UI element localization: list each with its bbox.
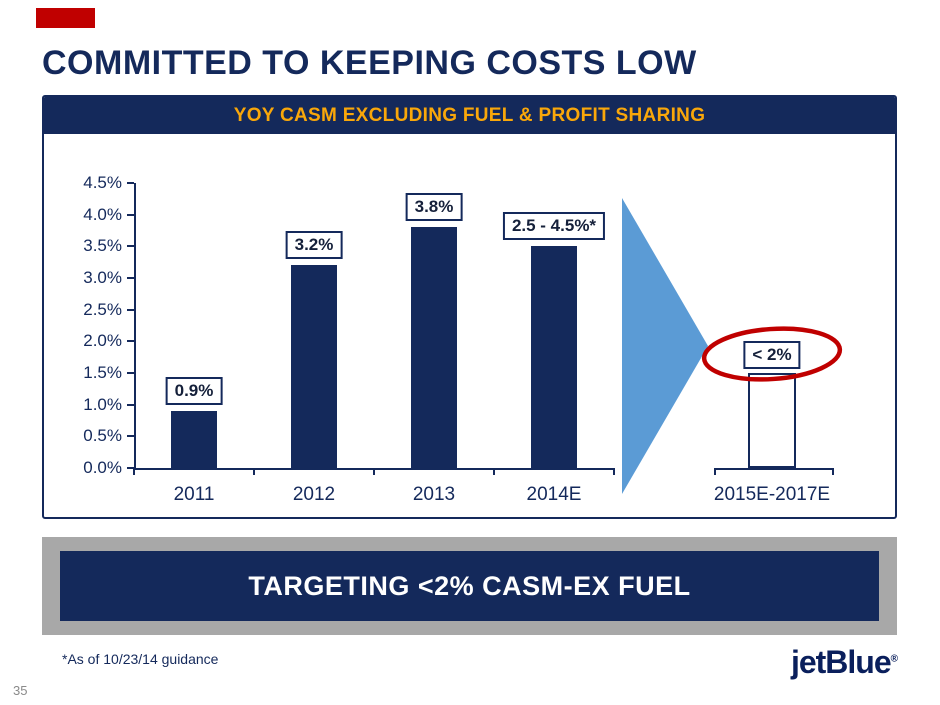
y-axis-label: 4.5% [83,173,122,192]
y-axis-tick [127,467,134,469]
x-axis-label: 2014E [526,484,582,505]
y-axis-label: 2.5% [83,299,122,319]
target-axis-line [715,468,833,470]
bar-2011 [171,411,217,468]
y-axis-tick [127,308,134,311]
bar-value-label: 0.9% [165,377,223,405]
x-axis-label: 2015E-2017E [713,484,831,505]
y-axis-label: 0.0% [83,458,122,477]
chart-title: YOY CASM EXCLUDING FUEL & PROFIT SHARING [44,97,895,134]
y-axis-tick [127,277,134,279]
red-circle-annotation-icon [701,326,843,382]
x-axis-tick [714,468,716,475]
forward-arrow-icon [622,198,708,494]
y-axis-label: 2.0% [83,331,122,351]
x-axis-label: 2012 [292,484,336,505]
y-axis-tick [127,182,134,184]
bar-value-label: 3.2% [285,231,343,260]
logo-registered-mark: ® [890,653,898,665]
y-axis-tick [127,245,134,248]
red-accent-bar [36,8,95,28]
y-axis-label: 1.5% [83,363,122,382]
target-bar [748,373,796,468]
chart-panel: YOY CASM EXCLUDING FUEL & PROFIT SHARING… [42,95,897,519]
y-axis-tick [127,340,134,343]
x-axis-tick [133,468,135,475]
target-banner: TARGETING <2% CASM-EX FUEL [42,537,897,635]
logo-text: jetBlue [790,644,892,680]
target-banner-text: TARGETING <2% CASM-EX FUEL [60,551,879,621]
jetblue-logo: jetBlue® [791,644,898,681]
bar-value-label: 3.8% [405,193,463,222]
bar-2012 [291,265,337,468]
y-axis-tick [127,435,134,438]
y-axis-tick [127,213,134,216]
x-axis-tick [832,468,834,475]
y-axis-line [134,183,136,470]
y-axis-label: 0.5% [83,426,122,446]
x-axis-tick [373,468,375,475]
footnote: *As of 10/23/14 guidance [62,651,219,667]
y-axis-label: 4.0% [83,204,122,224]
page-number: 35 [13,683,28,698]
y-axis-label: 3.0% [83,268,122,287]
y-axis-tick [127,403,134,406]
x-axis-tick [253,468,255,475]
x-axis-label: 2011 [173,484,215,505]
bar-2013 [411,227,457,468]
bar-chart: 0.0% 0.5% 1.0% 1.5% 2.0% 2.5% 3.0% 3.5% 4.0% 4.5%… [44,134,895,517]
slide-title: COMMITTED TO KEEPING COSTS LOW [42,44,697,82]
x-axis-tick [493,468,495,475]
bar-2014E [531,246,577,468]
target-value-label: < 2% [743,341,801,369]
bar-value-label: 2.5 - 4.5%* [502,212,606,241]
y-axis-tick [127,372,134,374]
x-axis-tick [613,468,615,475]
y-axis-label: 1.0% [83,394,122,414]
x-axis-label: 2013 [412,484,456,505]
y-axis-label: 3.5% [83,236,122,256]
